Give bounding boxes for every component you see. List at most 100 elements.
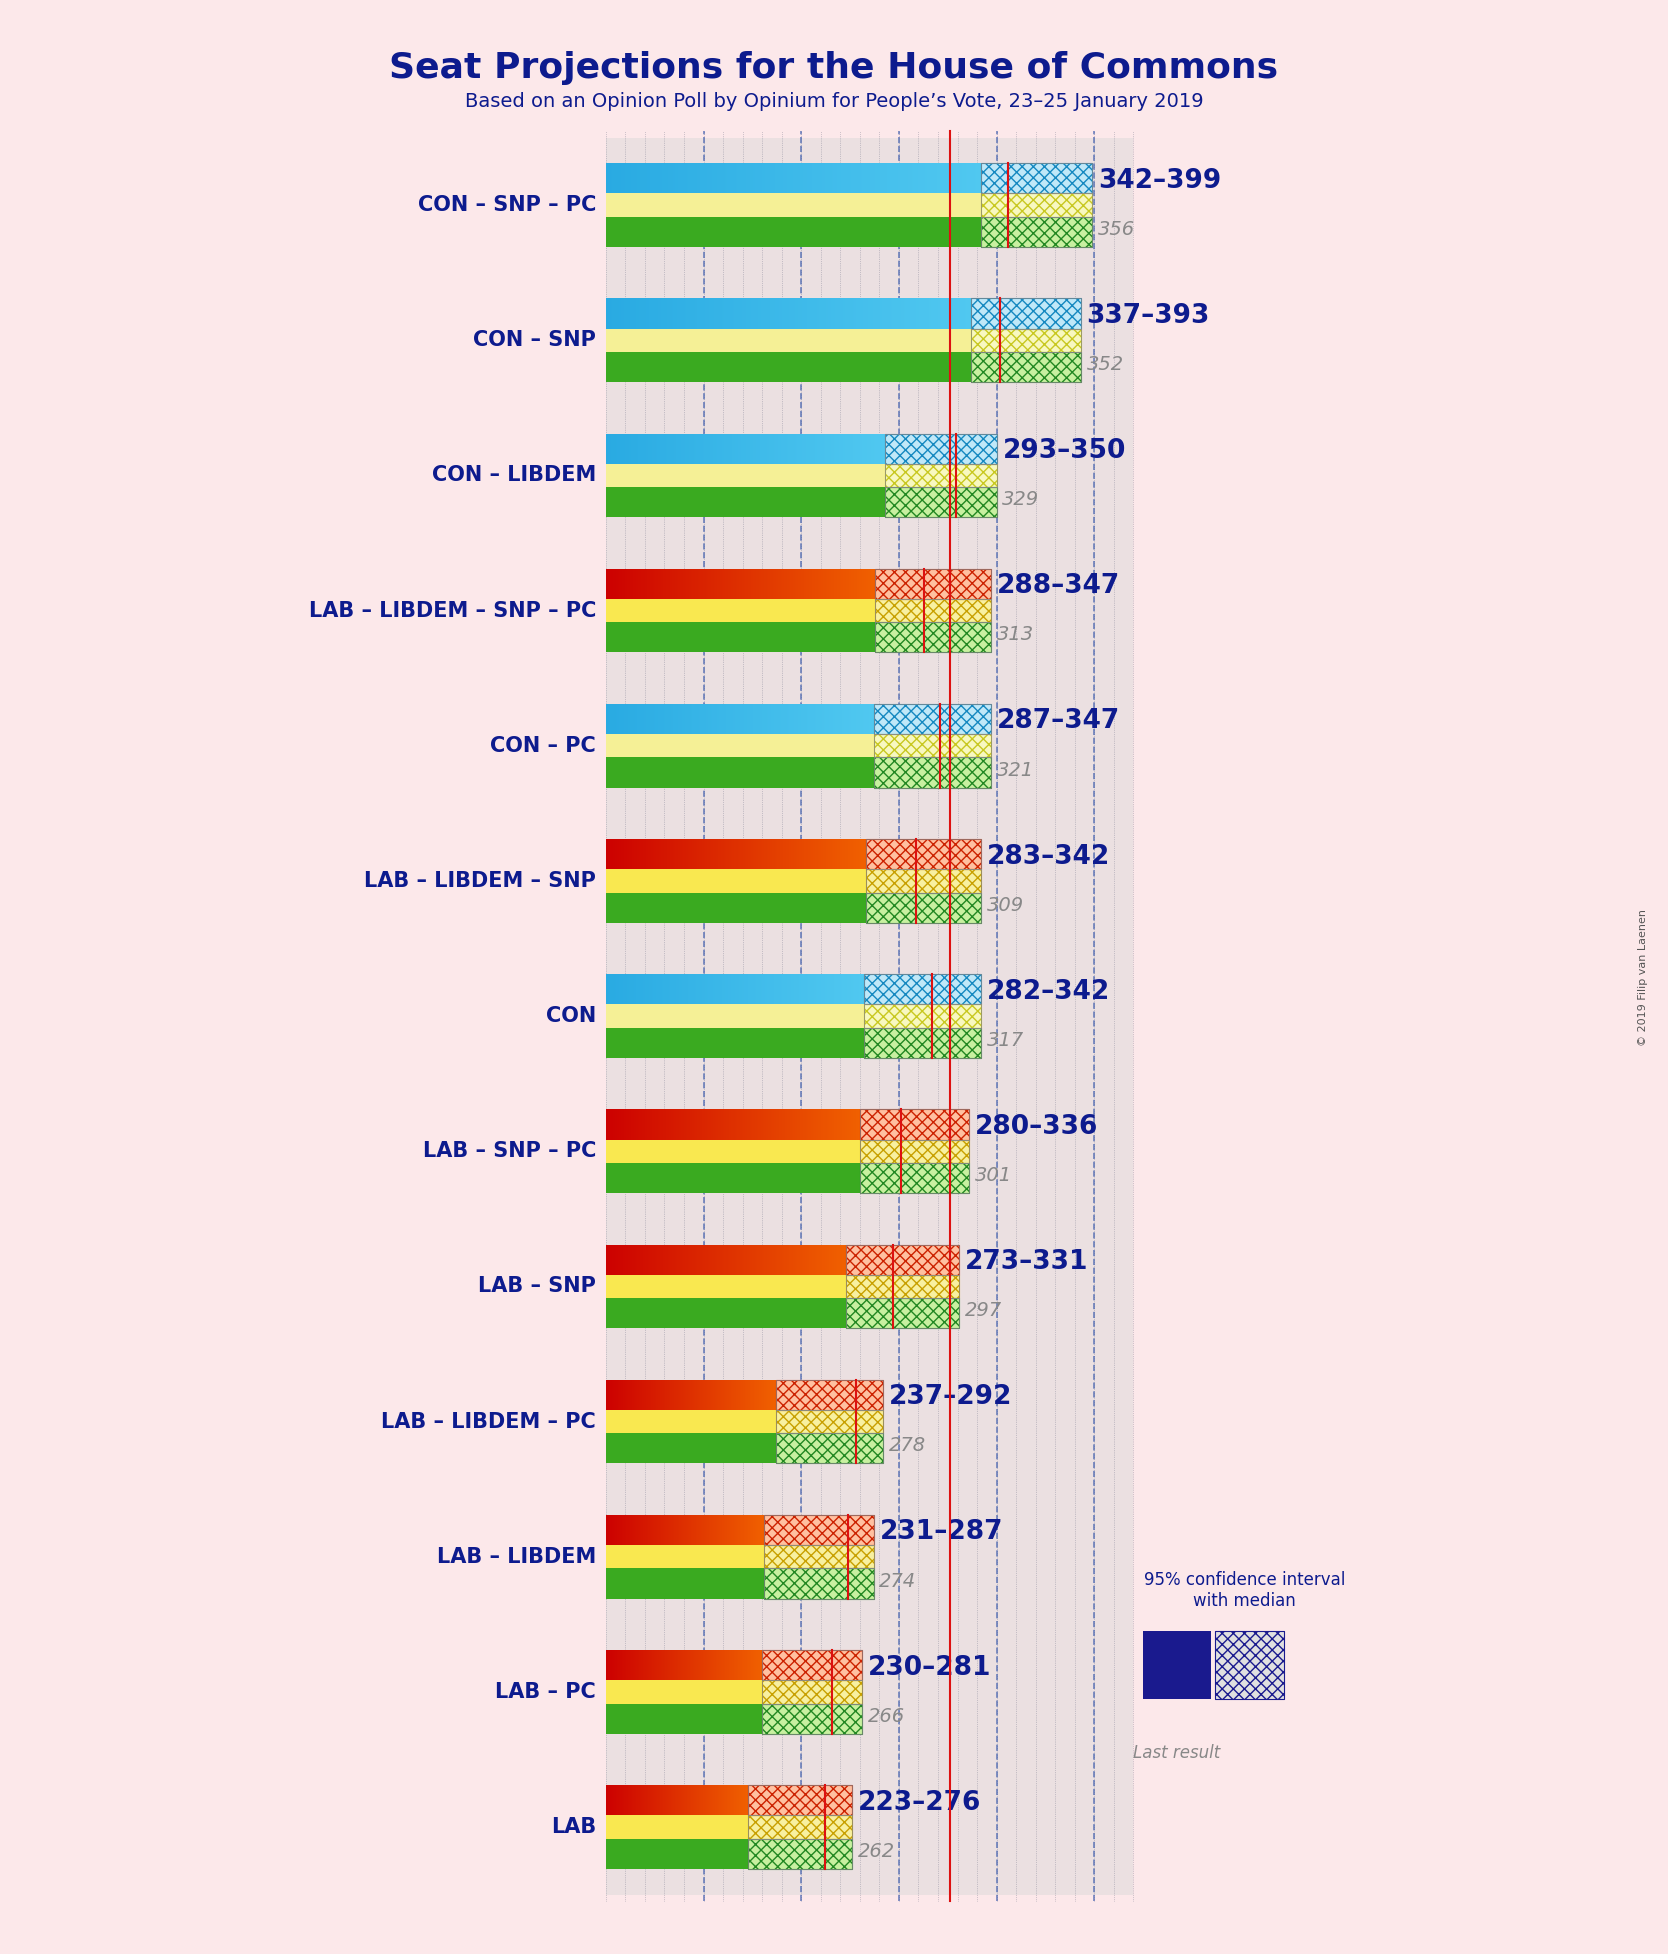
Text: 274: 274 [879,1571,916,1591]
Text: 283–342: 283–342 [987,844,1111,870]
Bar [605,1139,859,1163]
Bar [764,1569,874,1598]
Bar [886,487,996,518]
Bar [876,569,991,598]
Bar [605,1411,776,1434]
Bar [866,893,981,922]
Bar [874,758,991,787]
Bar [749,1786,852,1815]
Bar [876,569,991,598]
Bar [776,1411,884,1434]
Bar [886,487,996,518]
Text: 356: 356 [1098,221,1136,238]
Bar [846,1297,959,1329]
Bar [866,893,981,922]
Bar [864,1028,981,1057]
Bar [971,328,1081,352]
Bar [764,1514,874,1546]
Text: CON – PC: CON – PC [490,737,595,756]
Bar [886,434,996,463]
Bar [846,1245,959,1274]
Text: 313: 313 [996,625,1034,645]
Text: 337–393: 337–393 [1086,303,1209,328]
Bar [605,1839,749,1868]
Bar [762,1704,862,1733]
Bar [749,1786,852,1815]
Text: LAB – LIBDEM – SNP: LAB – LIBDEM – SNP [364,871,595,891]
Bar [605,758,874,787]
Bar [762,1704,862,1733]
Bar [866,870,981,893]
Bar [859,1163,969,1194]
Bar [605,1028,864,1057]
Bar [762,1649,862,1680]
Bar [776,1434,884,1464]
Text: © 2019 Filip van Laenen: © 2019 Filip van Laenen [1638,909,1648,1045]
Bar [605,193,981,217]
Text: LAB – SNP: LAB – SNP [479,1276,595,1296]
Bar [605,352,971,383]
Bar [866,870,981,893]
Bar [864,1028,981,1057]
Bar [749,1839,852,1868]
Bar [866,838,981,870]
Bar [886,463,996,487]
Text: 237–292: 237–292 [889,1383,1012,1411]
Bar [971,352,1081,383]
Bar [886,434,996,463]
Bar [605,678,1133,813]
Bar [605,870,866,893]
Bar [846,1245,959,1274]
Bar [749,1815,852,1839]
Bar [764,1569,874,1598]
Text: 231–287: 231–287 [879,1520,1002,1546]
Bar [971,352,1081,383]
Bar [886,434,996,463]
Bar [876,598,991,621]
Bar [762,1649,862,1680]
Bar [1216,1632,1284,1698]
Bar [864,975,981,1004]
Bar [859,1110,969,1139]
Bar [846,1245,959,1274]
Bar [749,1786,852,1815]
Bar [764,1546,874,1569]
Bar [1143,1632,1211,1698]
Text: 278: 278 [889,1436,926,1456]
Bar [762,1680,862,1704]
Bar [981,164,1093,193]
Bar [605,217,981,246]
Text: 329: 329 [1002,490,1039,510]
Bar [605,813,1133,948]
Bar [776,1411,884,1434]
Bar [605,1680,762,1704]
Text: 282–342: 282–342 [987,979,1111,1004]
Bar [764,1546,874,1569]
Text: 352: 352 [1086,356,1124,373]
Bar [605,1489,1133,1624]
Text: CON: CON [545,1006,595,1026]
Bar [605,408,1133,543]
Bar [764,1514,874,1546]
Bar [876,621,991,653]
Bar [859,1139,969,1163]
Bar [605,1219,1133,1354]
Text: Based on an Opinion Poll by Opinium for People’s Vote, 23–25 January 2019: Based on an Opinion Poll by Opinium for … [465,92,1203,111]
Bar [876,621,991,653]
Text: 266: 266 [867,1706,904,1725]
Bar [605,1704,762,1733]
Bar [605,328,971,352]
Text: LAB: LAB [550,1817,595,1837]
Bar [776,1380,884,1411]
Text: 230–281: 230–281 [867,1655,991,1680]
Bar [605,1434,776,1464]
Text: 287–347: 287–347 [996,709,1119,735]
Bar [605,1569,764,1598]
Bar [764,1546,874,1569]
Bar [749,1839,852,1868]
Bar [981,217,1093,246]
Bar [874,703,991,735]
Bar [776,1434,884,1464]
Bar [886,463,996,487]
Bar [605,621,876,653]
